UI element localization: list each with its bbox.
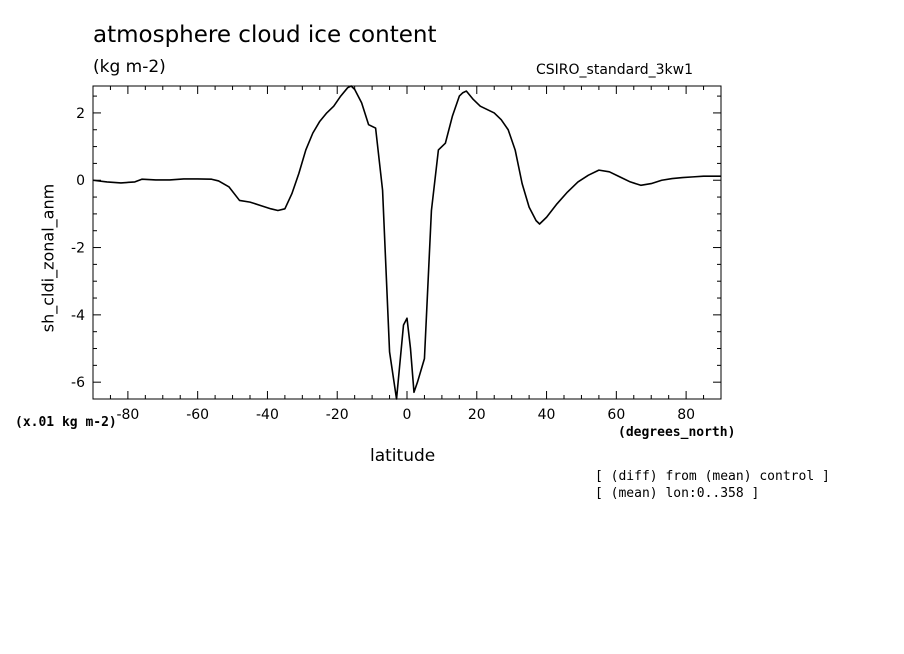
x-tick-label: 20 [468,407,486,423]
tick-labels: -80 -60 -40 -20 0 20 40 60 80-6-4-202 [71,106,695,423]
y-tick-label: 0 [76,173,85,189]
y-tick-label: -4 [71,308,85,324]
x-tick-label: 80 [677,407,695,423]
data-line [92,85,721,400]
y-tick-label: -2 [71,241,85,257]
y-tick-label: 2 [76,106,85,122]
x-tick-label: -80 [116,407,139,423]
note-diff: [ (diff) from (mean) control ] [595,469,830,484]
x-tick-label: 0 [403,407,412,423]
x-axis-units: (degrees_north) [618,425,736,440]
x-tick-label: 60 [607,407,625,423]
x-tick-label: -60 [186,407,209,423]
x-axis-label: latitude [370,446,436,466]
note-mean: [ (mean) lon:0..358 ] [595,486,760,501]
y-scale-note: (x.01 kg m-2) [15,415,117,430]
tick-marks [92,86,722,400]
x-tick-label: -40 [256,407,279,423]
y-tick-label: -6 [71,375,85,391]
chart-units: (kg m-2) [93,57,166,77]
x-tick-label: -20 [326,407,349,423]
x-tick-label: 40 [538,407,556,423]
plot-frame [92,85,722,400]
chart-title: atmosphere cloud ice content [93,22,437,48]
dataset-label: CSIRO_standard_3kw1 [536,62,694,78]
